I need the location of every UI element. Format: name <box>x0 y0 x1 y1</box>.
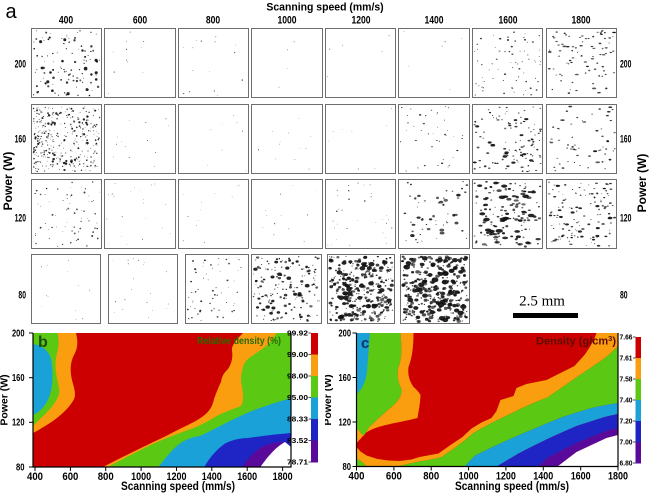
svg-text:95.00: 95.00 <box>287 395 308 402</box>
svg-text:160: 160 <box>12 372 25 384</box>
svg-text:600: 600 <box>386 471 402 483</box>
svg-text:1400: 1400 <box>533 471 553 483</box>
svg-text:80: 80 <box>16 461 25 473</box>
svg-text:7.00: 7.00 <box>620 440 633 447</box>
svg-text:120: 120 <box>12 417 25 429</box>
svg-text:120: 120 <box>339 416 352 428</box>
svg-text:1800: 1800 <box>608 471 628 483</box>
svg-text:600: 600 <box>62 471 78 483</box>
svg-text:1200: 1200 <box>167 471 187 483</box>
svg-text:1000: 1000 <box>131 471 151 483</box>
svg-text:b: b <box>38 334 48 351</box>
svg-text:800: 800 <box>423 471 439 483</box>
svg-text:7.58: 7.58 <box>620 377 633 384</box>
svg-text:200: 200 <box>339 327 352 339</box>
svg-text:7.61: 7.61 <box>620 356 633 363</box>
svg-text:99.00: 99.00 <box>287 352 308 359</box>
svg-text:99.92: 99.92 <box>287 331 308 338</box>
svg-text:c: c <box>361 335 369 352</box>
svg-text:1600: 1600 <box>571 471 591 483</box>
svg-text:1400: 1400 <box>202 471 222 483</box>
svg-text:200: 200 <box>12 327 25 339</box>
svg-text:400: 400 <box>349 471 365 483</box>
svg-text:1600: 1600 <box>237 471 257 483</box>
svg-text:1000: 1000 <box>459 471 479 483</box>
svg-text:Power (W): Power (W) <box>0 374 11 425</box>
svg-text:800: 800 <box>98 471 114 483</box>
svg-text:Relative density (%): Relative density (%) <box>197 335 281 347</box>
svg-text:98.00: 98.00 <box>287 374 308 381</box>
svg-text:Density (g/cm3): Density (g/cm3) <box>536 334 616 348</box>
svg-text:6.80: 6.80 <box>620 461 633 468</box>
svg-text:1200: 1200 <box>496 471 516 483</box>
svg-text:88.33: 88.33 <box>287 417 308 424</box>
svg-text:Power (W): Power (W) <box>325 374 334 425</box>
svg-text:83.52: 83.52 <box>287 438 308 445</box>
svg-text:160: 160 <box>339 372 352 384</box>
svg-text:80: 80 <box>343 461 352 473</box>
svg-text:Scanning speed (mm/s): Scanning speed (mm/s) <box>121 479 235 493</box>
svg-text:7.40: 7.40 <box>620 398 633 405</box>
svg-text:7.66: 7.66 <box>620 335 633 342</box>
svg-text:1800: 1800 <box>273 471 293 483</box>
svg-text:7.20: 7.20 <box>620 419 633 426</box>
svg-text:400: 400 <box>27 471 43 483</box>
svg-text:Scanning speed (mm/s): Scanning speed (mm/s) <box>455 479 569 493</box>
svg-text:78.71: 78.71 <box>287 460 308 467</box>
